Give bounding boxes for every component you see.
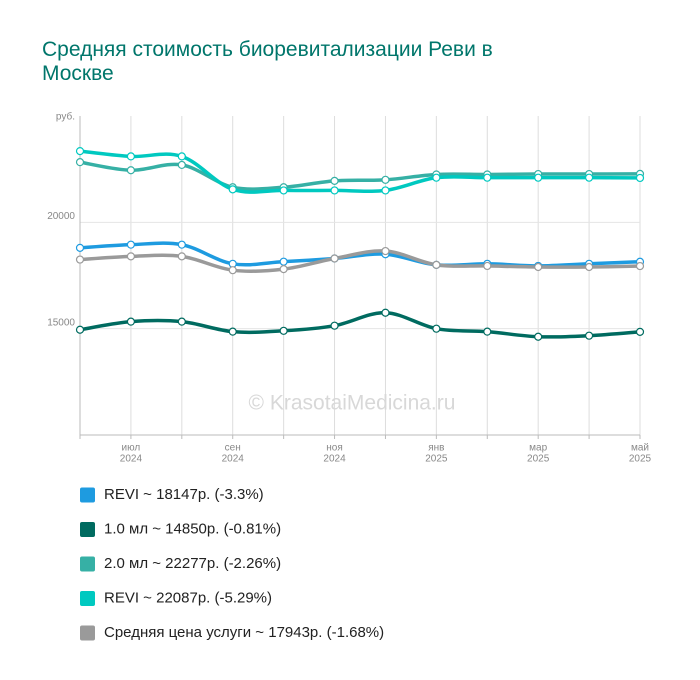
legend-swatch xyxy=(80,487,95,503)
data-point xyxy=(584,173,594,182)
series-line xyxy=(78,249,642,274)
data-point xyxy=(126,152,136,161)
x-tick-label: 2025 xyxy=(527,454,550,465)
data-point xyxy=(381,186,390,195)
data-point xyxy=(126,317,136,326)
data-point xyxy=(177,152,186,161)
data-point xyxy=(584,331,594,340)
legend-label: Средняя цена услуги ~ 17943р. (-1.68%) xyxy=(104,624,384,641)
chart-title: Средняя стоимость биоревитализации Реви … xyxy=(42,38,493,85)
data-point xyxy=(534,262,543,272)
y-axis-label: руб. xyxy=(56,111,75,123)
data-point xyxy=(584,262,594,272)
x-tick-label: ноя xyxy=(326,443,343,454)
data-point xyxy=(279,326,288,335)
data-point xyxy=(228,266,237,275)
data-point xyxy=(279,265,288,274)
data-point xyxy=(432,173,441,182)
legend-swatch xyxy=(80,625,95,641)
data-point xyxy=(279,257,288,266)
data-point xyxy=(177,160,186,170)
legend-label: REVI ~ 22087р. (-5.29%) xyxy=(104,589,272,606)
x-tick-label: 2025 xyxy=(425,454,448,465)
data-point xyxy=(177,317,186,326)
x-tick-label: янв xyxy=(428,443,444,454)
x-tick-label: 2024 xyxy=(120,454,143,465)
data-point xyxy=(534,332,543,341)
data-point xyxy=(75,243,85,252)
series-line xyxy=(78,149,642,194)
x-tick-label: май xyxy=(631,443,649,454)
data-point xyxy=(330,321,339,330)
y-tick-label: 20000 xyxy=(47,211,75,222)
data-point xyxy=(279,186,288,195)
data-point xyxy=(635,261,645,271)
data-point xyxy=(228,185,237,194)
x-tick-label: 2025 xyxy=(629,454,652,465)
data-point xyxy=(381,246,390,256)
data-point xyxy=(483,173,492,182)
data-point xyxy=(330,176,339,185)
data-point xyxy=(330,186,339,195)
data-point xyxy=(381,308,390,317)
x-tick-label: сен xyxy=(225,443,241,454)
data-point xyxy=(75,158,85,167)
series-line xyxy=(78,160,642,191)
data-point xyxy=(635,327,645,336)
watermark: © KrasotaiMedicina.ru xyxy=(249,392,456,415)
x-tick-label: июл xyxy=(122,443,141,454)
data-point xyxy=(177,240,186,249)
data-point xyxy=(534,173,543,182)
data-point xyxy=(483,261,492,271)
data-point xyxy=(126,252,136,261)
data-point xyxy=(330,254,339,263)
data-point xyxy=(75,146,85,156)
x-tick-label: 2024 xyxy=(222,454,245,465)
data-point xyxy=(432,324,441,333)
legend-label: 1.0 мл ~ 14850р. (-0.81%) xyxy=(104,520,281,537)
data-point xyxy=(228,327,237,336)
data-point xyxy=(75,255,85,264)
data-point xyxy=(635,173,645,183)
x-tick-label: 2024 xyxy=(323,454,346,465)
legend-swatch xyxy=(80,591,95,606)
x-tick-label: мар xyxy=(529,443,547,454)
data-point xyxy=(75,325,85,334)
data-point xyxy=(126,166,136,175)
data-point xyxy=(432,260,441,269)
series-line xyxy=(78,310,642,339)
data-point xyxy=(177,252,186,261)
data-point xyxy=(381,175,390,184)
legend-swatch xyxy=(80,522,95,537)
y-tick-label: 15000 xyxy=(47,317,75,328)
legend-label: 2.0 мл ~ 22277р. (-2.26%) xyxy=(104,555,281,572)
data-point xyxy=(483,327,492,336)
legend-label: REVI ~ 18147р. (-3.3%) xyxy=(104,486,264,503)
legend-swatch xyxy=(80,556,95,572)
data-point xyxy=(126,240,136,249)
